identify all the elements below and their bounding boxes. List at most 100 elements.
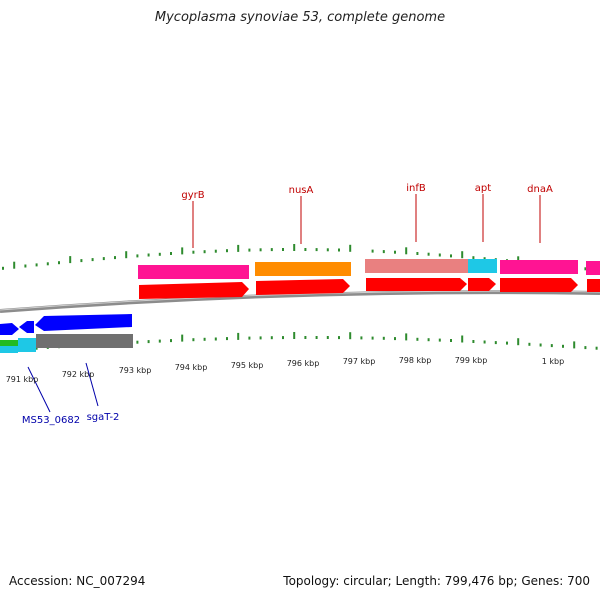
- minor-tick: [35, 346, 38, 350]
- minor-tick: [450, 339, 452, 342]
- gene-label-nusA[interactable]: nusA: [289, 185, 314, 196]
- gene-arrow[interactable]: [256, 279, 350, 295]
- minor-tick: [214, 337, 217, 341]
- minor-tick: [315, 336, 318, 339]
- left-gene-track: [0, 314, 133, 353]
- gene-block-edge[interactable]: [586, 261, 600, 275]
- gene-arrow[interactable]: [587, 279, 600, 292]
- minor-tick: [438, 338, 441, 342]
- minor-tick: [304, 336, 307, 339]
- minor-tick: [170, 339, 172, 343]
- gene-arrow-reverse[interactable]: [35, 314, 132, 331]
- position-labels: 791 kbp 792 kbp 793 kbp 794 kbp 795 kbp …: [6, 356, 565, 384]
- gene-arrow[interactable]: [366, 278, 467, 291]
- minor-tick: [203, 250, 206, 254]
- minor-tick: [550, 344, 553, 348]
- position-label: 798 kbp: [399, 356, 432, 365]
- gene-block-dnaA[interactable]: [500, 260, 578, 274]
- major-tick: [293, 332, 296, 339]
- gene-label-dnaA[interactable]: dnaA: [527, 184, 553, 195]
- minor-tick: [35, 263, 38, 267]
- minor-tick: [46, 262, 49, 266]
- major-tick: [349, 332, 352, 340]
- major-tick: [237, 332, 240, 340]
- minor-tick: [483, 257, 486, 261]
- minor-tick: [158, 339, 161, 343]
- position-label: 795 kbp: [231, 361, 264, 370]
- major-tick: [181, 247, 184, 255]
- major-tick: [461, 251, 464, 259]
- minor-tick: [147, 253, 150, 257]
- minor-tick: [91, 258, 94, 262]
- minor-tick: [438, 253, 441, 257]
- minor-tick: [382, 250, 385, 254]
- locus-labels: MS53_0682 sgaT-2: [22, 362, 120, 426]
- gene-arrow[interactable]: [500, 278, 578, 292]
- gene-block-apt[interactable]: [468, 259, 497, 273]
- minor-tick: [226, 249, 228, 253]
- position-label: 793 kbp: [119, 366, 152, 375]
- gene-label-gyrB[interactable]: gyrB: [181, 190, 204, 201]
- minor-tick: [595, 346, 598, 350]
- gene-block[interactable]: [0, 346, 18, 353]
- locus-label-sgaT-2[interactable]: sgaT-2: [87, 412, 120, 423]
- minor-tick: [427, 252, 430, 256]
- minor-tick: [203, 337, 206, 341]
- position-label: 796 kbp: [287, 359, 320, 368]
- minor-tick: [315, 248, 318, 252]
- major-tick: [237, 244, 240, 252]
- gene-block[interactable]: [0, 340, 18, 346]
- major-tick: [405, 333, 408, 341]
- gene-block[interactable]: [36, 334, 133, 348]
- minor-tick: [2, 266, 4, 270]
- minor-tick: [483, 340, 486, 344]
- minor-tick: [58, 261, 60, 265]
- minor-tick: [192, 338, 195, 342]
- minor-tick: [394, 337, 396, 341]
- minor-tick: [114, 256, 116, 260]
- upper-gene-track: [138, 259, 600, 279]
- gene-arrow-reverse[interactable]: [0, 323, 19, 335]
- gene-arrow[interactable]: [468, 278, 496, 291]
- minor-tick: [326, 248, 329, 252]
- position-label: 792 kbp: [62, 370, 95, 379]
- gene-label-apt[interactable]: apt: [475, 183, 491, 194]
- gene-block-infB[interactable]: [365, 259, 468, 273]
- minor-tick: [338, 248, 340, 252]
- minor-tick: [147, 340, 150, 344]
- position-label: 799 kbp: [455, 356, 488, 365]
- major-tick: [293, 244, 296, 251]
- minor-tick: [270, 248, 273, 252]
- gene-block[interactable]: [18, 338, 36, 352]
- major-tick: [405, 247, 408, 255]
- minor-tick: [282, 336, 284, 340]
- major-tick: [69, 256, 72, 264]
- minor-tick: [382, 336, 385, 340]
- major-tick: [125, 251, 128, 259]
- minor-tick: [494, 341, 497, 345]
- locus-label-MS53_0682[interactable]: MS53_0682: [22, 415, 80, 426]
- minor-tick: [80, 259, 83, 263]
- minor-tick: [270, 336, 273, 340]
- genome-summary-text: Topology: circular; Length: 799,476 bp; …: [283, 574, 590, 588]
- minor-tick: [304, 248, 307, 251]
- minor-tick: [259, 248, 262, 252]
- minor-tick: [158, 252, 161, 256]
- minor-tick: [528, 342, 531, 346]
- gene-block-nusA[interactable]: [255, 262, 351, 276]
- minor-tick: [338, 336, 340, 340]
- minor-tick: [326, 336, 329, 339]
- minor-tick: [472, 256, 475, 260]
- gene-arrow[interactable]: [139, 282, 249, 299]
- gene-block-gyrB[interactable]: [138, 265, 249, 279]
- accession-text: Accession: NC_007294: [9, 574, 146, 588]
- leader-line: [27, 366, 51, 413]
- gene-label-infB[interactable]: infB: [406, 183, 426, 194]
- major-tick: [517, 256, 520, 264]
- minor-tick: [248, 336, 251, 340]
- minor-tick: [506, 341, 508, 345]
- position-label: 1 kbp: [542, 357, 564, 366]
- gene-arrow-reverse[interactable]: [19, 321, 34, 333]
- position-label: 797 kbp: [343, 357, 376, 366]
